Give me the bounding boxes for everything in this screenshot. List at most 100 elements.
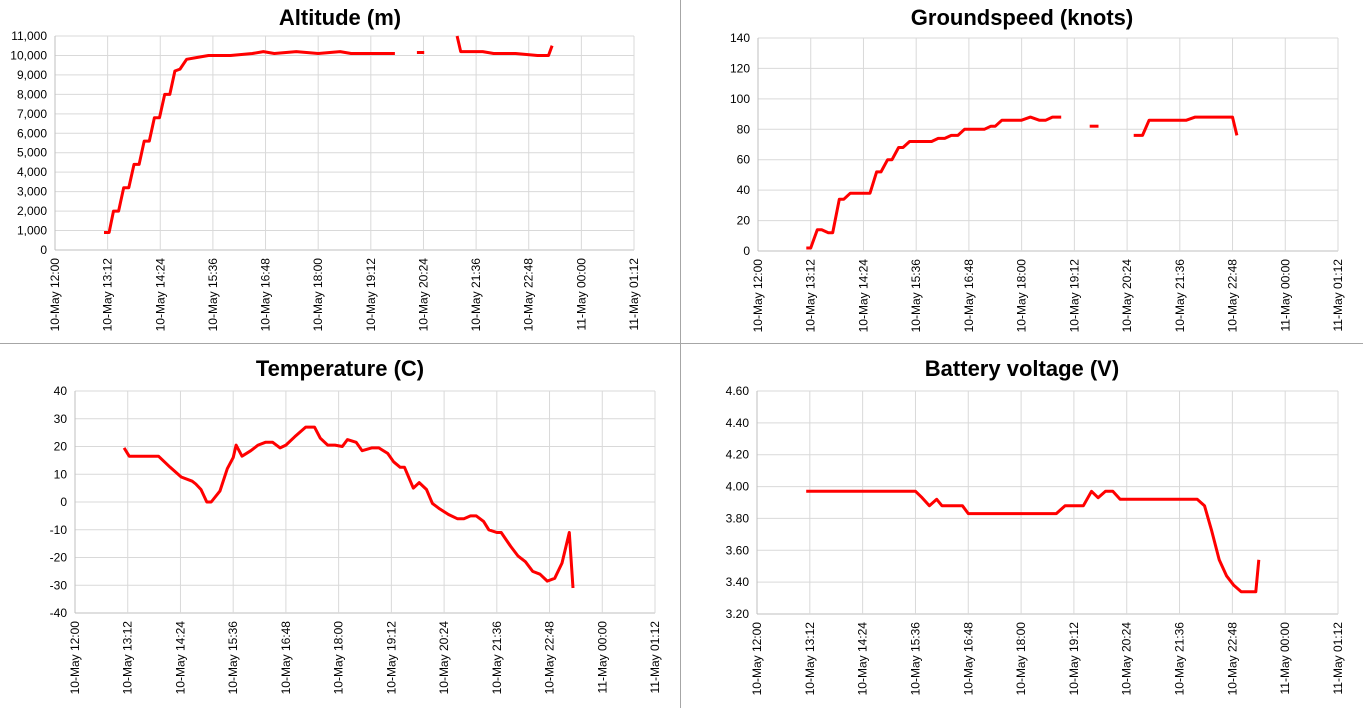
y-tick-label: 4.60 xyxy=(726,384,750,398)
x-tick-label: 10-May 13:12 xyxy=(101,258,115,332)
y-tick-label: 0 xyxy=(40,243,47,257)
x-tick-label: 11-May 00:00 xyxy=(574,258,588,331)
x-tick-label: 10-May 12:00 xyxy=(68,621,82,695)
x-tick-label: 10-May 18:00 xyxy=(1014,622,1028,696)
y-tick-label: 60 xyxy=(737,153,751,167)
x-tick-label: 10-May 19:12 xyxy=(1067,259,1081,333)
x-tick-label: 11-May 00:00 xyxy=(1278,622,1292,695)
x-tick-label: 10-May 18:00 xyxy=(332,621,346,695)
x-tick-label: 10-May 14:24 xyxy=(173,621,187,695)
x-tick-label: 10-May 19:12 xyxy=(384,621,398,695)
temperature-chart: Temperature (C) -40 -30 -20 -10 0 10 20 30 40 10-… xyxy=(0,344,680,708)
y-tick-label: 1,000 xyxy=(17,224,47,238)
x-tick-label: 10-May 20:24 xyxy=(1120,259,1134,333)
x-tick-label: 10-May 14:24 xyxy=(856,622,870,696)
y-tick-label: 0 xyxy=(743,244,750,258)
x-tick-label: 11-May 00:00 xyxy=(595,621,609,694)
y-tick-label: 80 xyxy=(737,122,751,136)
x-tick-label: 10-May 22:48 xyxy=(1226,259,1240,333)
x-tick-label: 10-May 20:24 xyxy=(416,258,430,332)
y-tick-label: 30 xyxy=(54,412,68,426)
y-tick-label: 3.40 xyxy=(726,575,750,589)
y-tick-label: 120 xyxy=(730,61,750,75)
horizontal-divider xyxy=(0,343,1363,344)
y-tick-label: 4.40 xyxy=(726,416,750,430)
y-tick-label: 3,000 xyxy=(17,185,47,199)
series-line xyxy=(806,489,1261,594)
y-tick-label: 100 xyxy=(730,92,750,106)
y-tick-label: 4.20 xyxy=(726,448,750,462)
x-tick-label: 10-May 16:48 xyxy=(279,621,293,695)
y-tick-label: 7,000 xyxy=(17,107,47,121)
battery-chart: Battery voltage (V) 3.20 3.40 3.60 3.80 4.00… xyxy=(681,344,1363,708)
y-tick-label: 4,000 xyxy=(17,165,47,179)
y-tick-label: 4.00 xyxy=(726,480,750,494)
x-tick-label: 10-May 20:24 xyxy=(1120,622,1134,696)
x-tick-label: 10-May 15:36 xyxy=(226,621,240,695)
x-tick-label: 10-May 20:24 xyxy=(437,621,451,695)
x-tick-label: 10-May 16:48 xyxy=(962,259,976,333)
x-tick-label: 11-May 01:12 xyxy=(1331,622,1345,695)
y-tick-label: 11,000 xyxy=(11,29,47,43)
series-line xyxy=(1133,115,1239,137)
x-tick-label: 10-May 13:12 xyxy=(121,621,135,695)
y-tick-label: 20 xyxy=(737,214,751,228)
x-tick-label: 10-May 22:48 xyxy=(1225,622,1239,696)
y-tick-label: 8,000 xyxy=(17,87,47,101)
y-tick-label: 6,000 xyxy=(17,126,47,140)
x-tick-label: 10-May 18:00 xyxy=(311,258,325,332)
x-tick-label: 11-May 01:12 xyxy=(648,621,662,694)
y-tick-label: 0 xyxy=(60,495,67,509)
y-tick-label: 3.20 xyxy=(726,607,750,621)
x-tick-label: 11-May 01:12 xyxy=(1331,259,1345,332)
x-tick-label: 10-May 16:48 xyxy=(259,258,273,332)
x-tick-label: 10-May 19:12 xyxy=(1067,622,1081,696)
y-tick-label: 3.80 xyxy=(726,511,750,525)
x-tick-label: 10-May 15:36 xyxy=(909,259,923,333)
x-tick-label: 10-May 22:48 xyxy=(522,258,536,332)
y-tick-label: 40 xyxy=(737,183,751,197)
x-tick-label: 10-May 18:00 xyxy=(1015,259,1029,333)
altitude-chart: Altitude (m) 0 1,000 2,000 3,000 4,000 5,000 6… xyxy=(0,0,680,343)
y-tick-label: 40 xyxy=(54,384,68,398)
x-tick-label: 10-May 13:12 xyxy=(804,259,818,333)
y-tick-label: 5,000 xyxy=(17,146,47,160)
y-tick-label: 10,000 xyxy=(10,48,47,62)
series-line xyxy=(122,425,575,589)
altitude-plot: 0 1,000 2,000 3,000 4,000 5,000 6,000 7,000 8,00… xyxy=(10,29,641,332)
y-tick-label: 9,000 xyxy=(17,68,47,82)
x-tick-label: 10-May 21:36 xyxy=(490,621,504,695)
x-tick-label: 10-May 12:00 xyxy=(48,258,62,332)
y-tick-label: -40 xyxy=(50,606,68,620)
x-tick-label: 10-May 19:12 xyxy=(364,258,378,332)
y-tick-label: 20 xyxy=(54,440,68,454)
chart-title: Altitude (m) xyxy=(278,5,402,30)
groundspeed-plot: 0 20 40 60 80 100 120 140 10-May 12:00 10-May 13:… xyxy=(730,31,1345,333)
y-tick-label: 3.60 xyxy=(726,543,750,557)
y-tick-label: -30 xyxy=(50,578,68,592)
x-tick-label: 11-May 01:12 xyxy=(627,258,641,331)
x-tick-label: 10-May 21:36 xyxy=(469,258,483,332)
series-line xyxy=(104,50,395,234)
x-tick-label: 10-May 16:48 xyxy=(961,622,975,696)
series-line xyxy=(806,115,1062,250)
x-tick-label: 10-May 12:00 xyxy=(751,259,765,333)
series-line xyxy=(455,35,554,57)
x-tick-label: 10-May 21:36 xyxy=(1173,259,1187,333)
x-tick-label: 11-May 00:00 xyxy=(1278,259,1292,332)
x-tick-label: 10-May 13:12 xyxy=(803,622,817,696)
battery-plot: 3.20 3.40 3.60 3.80 4.00 4.20 4.40 4.60 10-May 1… xyxy=(726,384,1345,696)
x-tick-label: 10-May 22:48 xyxy=(543,621,557,695)
x-tick-label: 10-May 12:00 xyxy=(750,622,764,696)
x-tick-label: 10-May 14:24 xyxy=(856,259,870,333)
chart-title: Temperature (C) xyxy=(255,356,425,381)
temperature-plot: -40 -30 -20 -10 0 10 20 30 40 10-May 12:00 10-May … xyxy=(50,384,662,695)
groundspeed-chart: Groundspeed (knots) 0 20 40 60 80 100 120 140 10… xyxy=(681,0,1363,343)
x-tick-label: 10-May 14:24 xyxy=(153,258,167,332)
x-tick-label: 10-May 15:36 xyxy=(908,622,922,696)
chart-title: Groundspeed (knots) xyxy=(910,5,1134,30)
y-tick-label: -10 xyxy=(50,523,68,537)
y-tick-label: 10 xyxy=(54,467,68,481)
x-tick-label: 10-May 21:36 xyxy=(1173,622,1187,696)
vertical-divider xyxy=(680,0,681,708)
